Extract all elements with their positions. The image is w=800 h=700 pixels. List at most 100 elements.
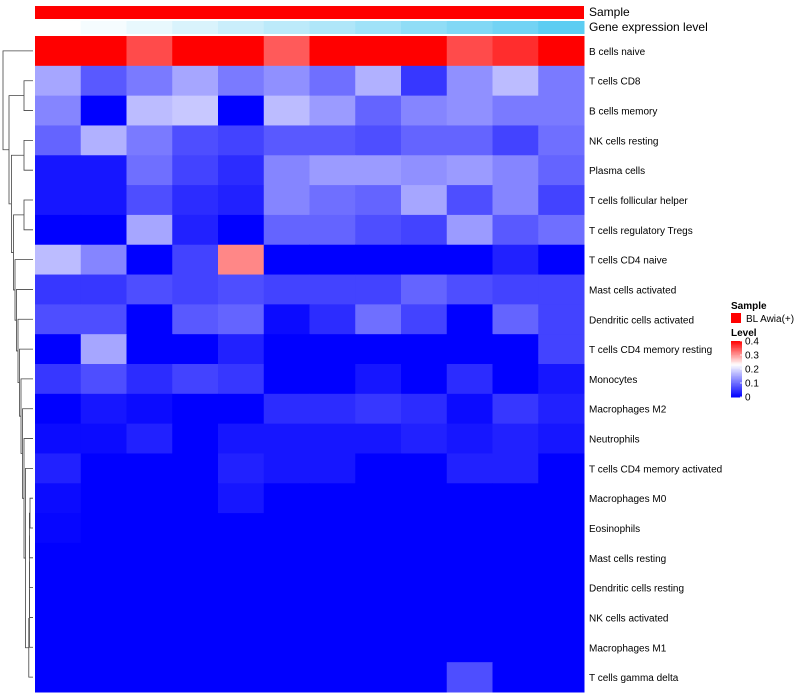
- heatmap-cell: [401, 95, 448, 126]
- heatmap-cell: [538, 453, 585, 484]
- heatmap-cell: [309, 244, 356, 276]
- heatmap-cell: [401, 393, 448, 425]
- heatmap-cell: [172, 423, 219, 454]
- heatmap-cell: [218, 483, 265, 514]
- heatmap-cell: [355, 95, 402, 126]
- heatmap-cell: [401, 65, 448, 97]
- heatmap-cell: [446, 453, 493, 484]
- row-label: Plasma cells: [589, 166, 645, 177]
- heatmap-cell: [401, 662, 448, 693]
- heatmap-cell: [35, 662, 82, 693]
- heatmap-cell: [126, 542, 173, 574]
- heatmap-cell: [309, 36, 356, 67]
- heatmap-cell: [309, 632, 356, 663]
- heatmap-cell: [492, 542, 539, 574]
- heatmap-cell: [35, 364, 82, 395]
- heatmap-cell: [218, 274, 265, 305]
- heatmap-cell: [538, 364, 585, 395]
- heatmap-cell: [80, 214, 127, 246]
- heatmap-cell: [126, 244, 173, 276]
- dendrogram-branch: [16, 289, 33, 352]
- colorbar-segment: [731, 391, 742, 394]
- heatmap-cell: [172, 155, 219, 186]
- heatmap-cell: [218, 632, 265, 663]
- heatmap-cell: [492, 423, 539, 454]
- heatmap-cell: [492, 274, 539, 305]
- heatmap-cell: [126, 125, 173, 156]
- heatmap-cell: [309, 364, 356, 395]
- heatmap-cell: [126, 65, 173, 97]
- heatmap-cell: [172, 572, 219, 604]
- heatmap-cell: [492, 572, 539, 604]
- heatmap-cell: [80, 65, 127, 97]
- heatmap-cell: [263, 334, 310, 365]
- heatmap-cell: [172, 364, 219, 395]
- heatmap-cell: [309, 602, 356, 633]
- colorbar-segment: [731, 385, 742, 388]
- heatmap-cell: [355, 334, 402, 365]
- heatmap-cell: [263, 125, 310, 156]
- heatmap-cell: [401, 453, 448, 484]
- heatmap-cell: [446, 632, 493, 663]
- heatmap-cell: [355, 155, 402, 186]
- heatmap-cell: [492, 364, 539, 395]
- heatmap-cell: [492, 453, 539, 484]
- heatmap-cell: [126, 453, 173, 484]
- colorbar-segment: [731, 357, 742, 360]
- colorbar-tick-label: 0.2: [745, 365, 759, 376]
- row-label: T cells CD8: [589, 77, 641, 88]
- heatmap-cell: [309, 542, 356, 574]
- heatmap-cell: [263, 423, 310, 454]
- heatmap-cell: [263, 304, 310, 335]
- heatmap-cell: [126, 483, 173, 514]
- legend-sample-label: BL Awia(+): [746, 314, 794, 325]
- colorbar-segment: [731, 367, 742, 370]
- heatmap-cell: [446, 334, 493, 365]
- heatmap-cell: [35, 334, 82, 365]
- colorbar-segment: [731, 383, 742, 385]
- colorbar-tick-label: 0.1: [745, 379, 759, 390]
- heatmap-cell: [35, 632, 82, 663]
- heatmap-cell: [263, 65, 310, 97]
- heatmap-cell: [263, 602, 310, 633]
- heatmap-cell: [492, 125, 539, 156]
- row-label: Neutrophils: [589, 435, 640, 446]
- heatmap-cell: [35, 274, 82, 305]
- heatmap-cell: [538, 542, 585, 574]
- legend-sample-swatch: [731, 313, 741, 323]
- heatmap-cell: [80, 334, 127, 365]
- legend-colorbar-ticks: 0.4 0.3 0.2 0.1 0: [740, 337, 759, 404]
- annotation-cell-gene-expression: [309, 21, 356, 34]
- heatmap-cell: [35, 36, 82, 67]
- heatmap-cell: [172, 542, 219, 574]
- heatmap-cell: [126, 423, 173, 454]
- heatmap-cell: [446, 185, 493, 216]
- heatmap-cell: [446, 572, 493, 604]
- heatmap-cell: [218, 364, 265, 395]
- row-label: T cells gamma delta: [589, 673, 679, 684]
- heatmap-cell: [309, 662, 356, 693]
- heatmap-cell: [35, 602, 82, 633]
- heatmap-cell: [446, 662, 493, 693]
- heatmap-cell: [355, 393, 402, 425]
- annotation-cell-gene-expression: [446, 21, 493, 34]
- heatmap-cell: [309, 572, 356, 604]
- heatmap-cell: [218, 244, 265, 276]
- heatmap-cell: [35, 244, 82, 276]
- heatmap-cell: [492, 65, 539, 97]
- heatmap-cell: [80, 274, 127, 305]
- heatmap-cell: [446, 125, 493, 156]
- heatmap-cell: [80, 364, 127, 395]
- dendrogram-branch: [23, 199, 33, 231]
- row-label: T cells follicular helper: [589, 196, 688, 207]
- heatmap-cell: [401, 513, 448, 544]
- dendrogram-branch: [19, 348, 33, 417]
- row-label: T cells CD4 memory resting: [589, 345, 712, 356]
- annotation-cell-gene-expression: [35, 21, 82, 34]
- heatmap-cell: [401, 36, 448, 67]
- colorbar-segment: [731, 349, 742, 352]
- heatmap-cell: [492, 513, 539, 544]
- heatmap-cell: [172, 334, 219, 365]
- heatmap-cell: [355, 483, 402, 514]
